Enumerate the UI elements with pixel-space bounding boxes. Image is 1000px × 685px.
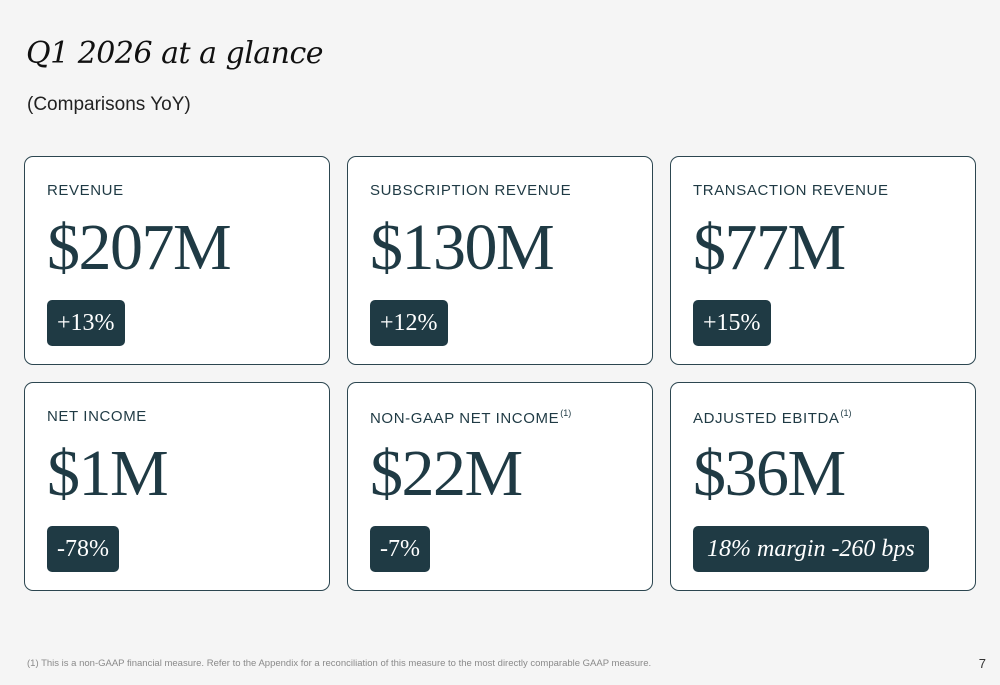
metric-value: $207M: [47, 211, 232, 284]
non-gaap-net-income-card: NON-GAAP NET INCOME(1) $22M -7%: [347, 382, 653, 591]
metric-value: $22M: [370, 437, 523, 510]
metric-label: NET INCOME: [47, 408, 307, 428]
metric-label: SUBSCRIPTION REVENUE: [370, 182, 630, 202]
metric-label: TRANSACTION REVENUE: [693, 182, 953, 202]
metric-label-text: SUBSCRIPTION REVENUE: [370, 182, 572, 199]
subscription-revenue-card: SUBSCRIPTION REVENUE $130M +12%: [347, 156, 653, 365]
transaction-revenue-card: TRANSACTION REVENUE $77M +15%: [670, 156, 976, 365]
net-income-card: NET INCOME $1M -78%: [24, 382, 330, 591]
margin-badge: 18% margin -260 bps: [693, 526, 929, 572]
metric-label: NON-GAAP NET INCOME(1): [370, 408, 630, 428]
footnote-marker: (1): [560, 408, 572, 418]
change-badge: -7%: [370, 526, 430, 572]
page-title: Q1 2026 at a glance: [26, 36, 324, 71]
metric-label: REVENUE: [47, 182, 307, 202]
page-number: 7: [978, 656, 986, 671]
adjusted-ebitda-card: ADJUSTED EBITDA(1) $36M 18% margin -260 …: [670, 382, 976, 591]
change-badge: -78%: [47, 526, 119, 572]
metric-value: $36M: [693, 437, 846, 510]
footnote-marker: (1): [840, 408, 852, 418]
change-badge: +15%: [693, 300, 771, 346]
metric-value: $77M: [693, 211, 846, 284]
page-subtitle: (Comparisons YoY): [27, 94, 191, 115]
metrics-grid: REVENUE $207M +13% SUBSCRIPTION REVENUE …: [24, 156, 976, 591]
metric-label: ADJUSTED EBITDA(1): [693, 408, 953, 428]
metric-label-text: ADJUSTED EBITDA: [693, 410, 840, 427]
metric-label-text: NON-GAAP NET INCOME: [370, 410, 560, 427]
metric-value: $1M: [47, 437, 169, 510]
footnote: (1) This is a non-GAAP financial measure…: [27, 658, 652, 669]
revenue-card: REVENUE $207M +13%: [24, 156, 330, 365]
metric-label-text: REVENUE: [47, 182, 124, 199]
metric-label-text: TRANSACTION REVENUE: [693, 182, 889, 199]
change-badge: +13%: [47, 300, 125, 346]
metric-value: $130M: [370, 211, 555, 284]
change-badge: +12%: [370, 300, 448, 346]
metric-label-text: NET INCOME: [47, 408, 147, 425]
